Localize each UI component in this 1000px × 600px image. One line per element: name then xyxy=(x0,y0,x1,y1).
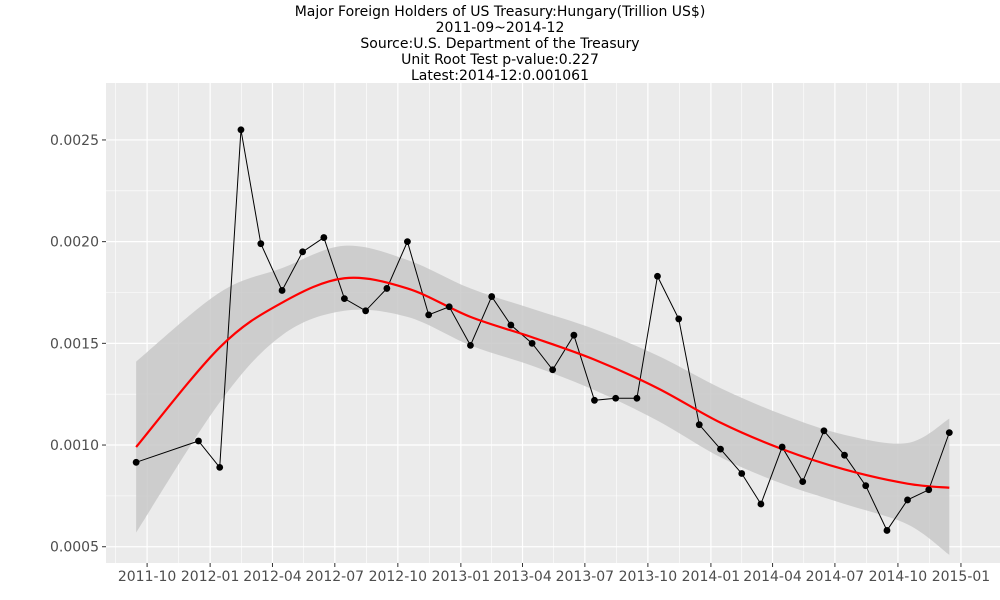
x-tick-label: 2012-01 xyxy=(181,569,240,585)
data-point xyxy=(654,272,661,280)
y-tick-label: 0.0025 xyxy=(50,133,99,149)
data-point xyxy=(570,331,578,339)
y-tick-label: 0.0015 xyxy=(50,336,99,352)
data-point xyxy=(904,496,911,504)
data-point xyxy=(717,445,724,453)
x-tick-label: 2013-07 xyxy=(556,569,615,585)
x-tick-label: 2011-10 xyxy=(118,569,177,585)
data-point xyxy=(404,238,411,246)
data-series xyxy=(135,129,950,532)
grid-lines xyxy=(106,83,1000,563)
data-point xyxy=(299,248,307,256)
data-point xyxy=(841,451,848,459)
x-tick-label: 2014-01 xyxy=(682,569,741,585)
data-point xyxy=(278,287,286,294)
data-point xyxy=(591,396,598,404)
data-point xyxy=(549,366,557,374)
data-point xyxy=(362,307,370,315)
data-point xyxy=(383,285,391,292)
chart-unit-root-test: Unit Root Test p-value:0.227 xyxy=(401,52,599,68)
data-point xyxy=(778,443,786,451)
data-point xyxy=(633,394,641,402)
data-points xyxy=(132,126,953,534)
data-point xyxy=(425,311,433,319)
data-point xyxy=(467,341,474,349)
data-point xyxy=(216,464,224,471)
x-tick-label: 2013-01 xyxy=(432,569,491,585)
data-point xyxy=(612,394,620,402)
x-tick-label: 2014-04 xyxy=(743,569,802,585)
x-tick-label: 2012-10 xyxy=(369,569,428,585)
y-tick-label: 0.0005 xyxy=(50,540,99,556)
chart-latest-value: Latest:2014-12:0.001061 xyxy=(411,68,589,84)
chart-title-block: Major Foreign Holders of US Treasury:Hun… xyxy=(0,0,1000,84)
data-point xyxy=(507,321,515,329)
data-point xyxy=(320,234,328,241)
data-point xyxy=(528,339,536,347)
data-point xyxy=(445,303,453,311)
data-point xyxy=(738,470,746,477)
x-tick-label: 2012-04 xyxy=(243,569,302,585)
x-tick-label: 2013-04 xyxy=(493,569,552,585)
data-point xyxy=(675,315,683,323)
y-tick-label: 0.0010 xyxy=(50,438,99,454)
data-point xyxy=(862,482,870,490)
smooth-line xyxy=(135,276,950,489)
data-point xyxy=(695,421,703,429)
x-tick-label: 2012-07 xyxy=(306,569,365,585)
x-tick-label: 2013-10 xyxy=(619,569,678,585)
data-point xyxy=(945,429,953,437)
chart-title: Major Foreign Holders of US Treasury:Hun… xyxy=(294,4,706,20)
axes: 2011-10 2012-01 2012-04 2012-07 2012-10 2013-… xyxy=(50,133,990,585)
data-point xyxy=(883,527,891,534)
series-line xyxy=(135,129,950,532)
data-point xyxy=(132,458,140,466)
chart-source: Source:U.S. Department of the Treasury xyxy=(360,36,640,52)
data-point xyxy=(820,427,828,435)
data-point xyxy=(488,293,496,300)
chart-date-range: 2011-09~2014-12 xyxy=(435,20,565,36)
data-point xyxy=(195,437,202,445)
data-point xyxy=(341,295,348,302)
x-tick-label: 2014-10 xyxy=(869,569,928,585)
data-point xyxy=(237,126,245,134)
smooth-trend xyxy=(135,276,950,489)
x-tick-label: 2014-07 xyxy=(806,569,865,585)
y-tick-label: 0.0020 xyxy=(50,235,99,251)
data-point xyxy=(799,478,807,486)
data-point xyxy=(757,500,765,508)
data-point xyxy=(925,486,933,494)
data-point xyxy=(257,240,265,248)
x-tick-label: 2015-01 xyxy=(932,569,991,585)
